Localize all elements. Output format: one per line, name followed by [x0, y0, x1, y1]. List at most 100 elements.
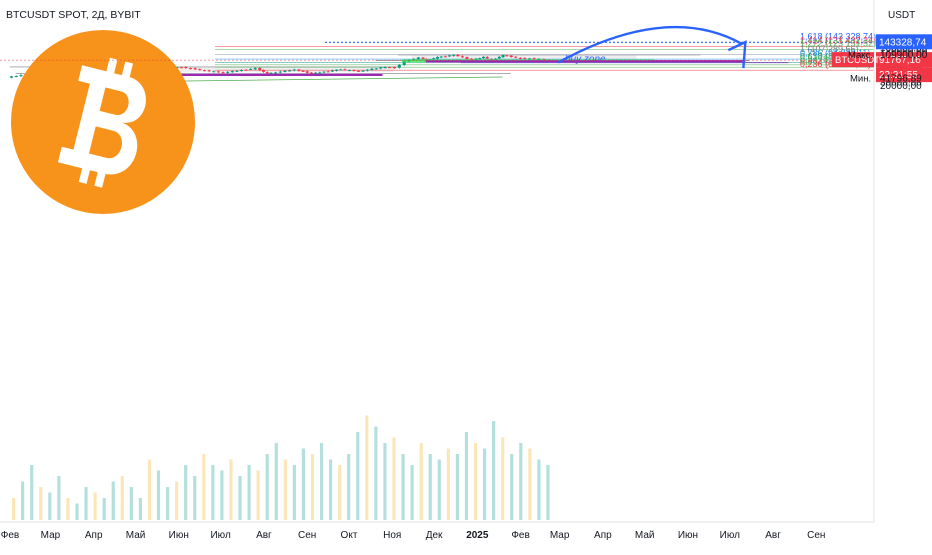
candle: [265, 72, 269, 74]
candle: [189, 68, 193, 70]
time-tick-label: Мар: [41, 530, 61, 541]
candle: [207, 70, 211, 72]
candle: [322, 71, 326, 73]
volume-bar: [310, 454, 315, 520]
volume-bar: [193, 476, 197, 520]
price-tick-label: 30000,00: [880, 77, 922, 88]
volume-bar: [537, 459, 541, 520]
symbol-tag-text: BTCUSDT: [835, 55, 880, 66]
candle: [198, 69, 202, 71]
candle: [288, 70, 292, 72]
volume-bar: [102, 498, 106, 520]
candle: [318, 72, 322, 74]
candle: [465, 57, 469, 59]
chart-title: BTCUSDT SPOT, 2Д, BYBIT: [6, 9, 141, 21]
volume-bar: [120, 476, 124, 520]
volume-bar: [455, 454, 459, 520]
time-tick-label: Авг: [765, 530, 781, 541]
volume-bar: [428, 454, 432, 520]
candle: [253, 68, 257, 70]
candle: [335, 69, 339, 71]
volume-bar: [365, 415, 369, 520]
volume-bar: [184, 465, 188, 520]
volume-bar: [111, 481, 115, 520]
volume-bar: [519, 443, 523, 520]
volume-bar: [247, 465, 251, 520]
volume-bar: [292, 465, 296, 520]
buy-zone-label: buy zone: [565, 54, 606, 65]
candle: [226, 71, 230, 73]
candle: [301, 70, 305, 72]
candle: [193, 68, 197, 70]
time-axis[interactable]: Фев Мар Апр Май Июн Июл Авг Сен Окт Ноя Дек 2025 Фев…: [0, 521, 874, 541]
candle: [274, 72, 278, 74]
volume-bar: [93, 492, 97, 520]
candle: [379, 67, 383, 69]
candle: [212, 71, 216, 73]
candle: [370, 68, 374, 71]
candle: [305, 71, 309, 73]
candle: [249, 68, 253, 70]
volume-bar: [21, 481, 25, 520]
candle: [184, 67, 188, 69]
candle: [383, 67, 387, 69]
symbol-tag: [832, 52, 874, 68]
candle: [402, 61, 406, 65]
candle: [397, 64, 401, 68]
candle: [326, 71, 330, 73]
candle: [501, 54, 505, 58]
candle: [432, 58, 436, 60]
time-tick-label: Сен: [298, 530, 316, 541]
candle: [262, 70, 266, 72]
candle: [505, 55, 509, 57]
volume-bar: [57, 476, 61, 520]
candle: [221, 72, 225, 74]
min-value: 41796,89: [880, 73, 922, 84]
projection-arrow[interactable]: [557, 25, 743, 64]
candle: [230, 71, 234, 73]
volume-bar: [383, 443, 387, 520]
volume-bar: [464, 432, 469, 520]
candle: [352, 70, 356, 72]
volume-bar: [482, 448, 487, 520]
price-tick-label: 120000,00: [880, 46, 928, 57]
candle: [19, 75, 23, 77]
time-tick-label: Июн: [678, 530, 698, 541]
candle: [361, 70, 365, 72]
candle: [357, 70, 361, 72]
min-label: Мин.: [850, 73, 871, 84]
volume-bar: [165, 487, 170, 520]
volume-bar: [238, 476, 242, 520]
time-tick-label: Май: [635, 530, 655, 541]
candle: [421, 57, 425, 59]
candle: [452, 54, 456, 56]
candle: [416, 57, 420, 60]
volume-bar: [410, 465, 414, 520]
time-tick-label: Июл: [210, 530, 230, 541]
volume-bar: [66, 498, 70, 520]
time-tick-label: Окт: [341, 530, 358, 541]
volume-bar: [138, 498, 142, 520]
candle: [435, 57, 439, 59]
volume-bar: [75, 503, 79, 520]
volume-bar: [274, 443, 278, 520]
volume-bar: [84, 487, 88, 520]
volume-bar: [211, 465, 215, 520]
volume-bar: [347, 454, 351, 520]
bitcoin-logo-icon: [11, 30, 195, 214]
candle: [388, 67, 392, 69]
candle: [443, 56, 447, 58]
volume-bar: [319, 443, 324, 520]
volume-bar: [446, 448, 450, 520]
target-price-badge-text: 143328,74: [879, 37, 927, 48]
candle: [528, 58, 532, 60]
volume-bar: [265, 454, 269, 520]
candle: [448, 55, 452, 57]
candle: [523, 58, 527, 60]
candle: [235, 70, 239, 72]
fib-level-label: 1,618 (143 328,74): [800, 31, 876, 41]
volume-bar: [392, 437, 396, 520]
volume-bar: [283, 459, 287, 520]
